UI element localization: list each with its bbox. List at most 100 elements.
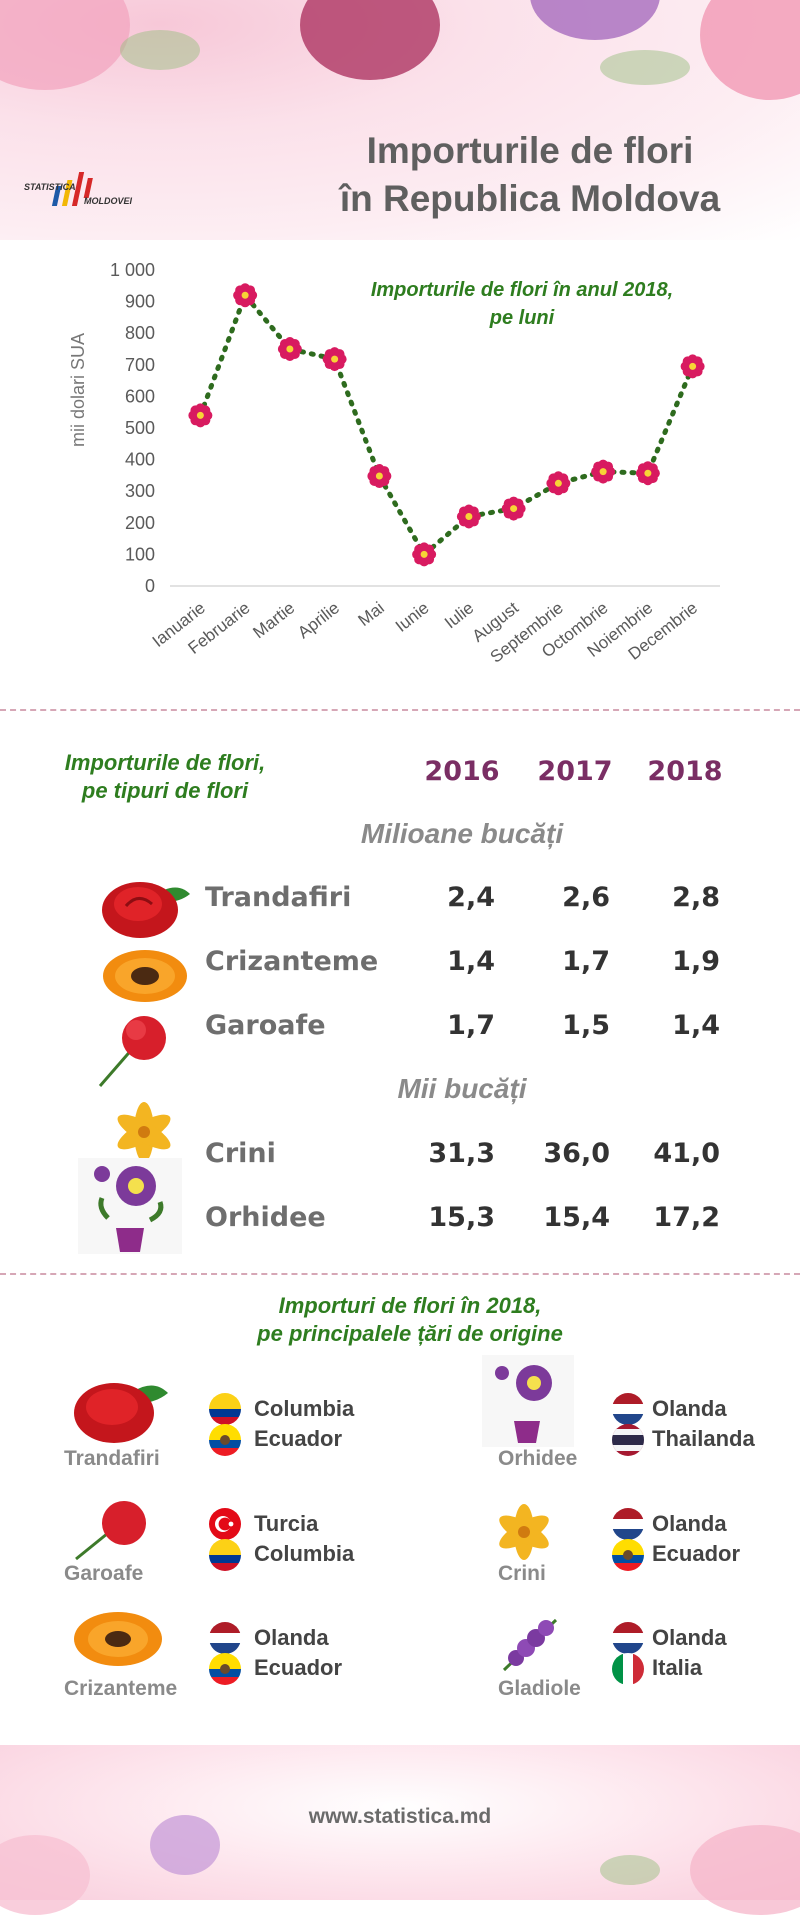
turkey-flag-icon	[209, 1508, 241, 1540]
flower-decoration	[530, 0, 660, 40]
flower-decoration	[700, 0, 800, 100]
monthly-imports-chart: Importurile de flori în anul 2018, pe lu…	[68, 260, 720, 667]
x-tick-label: Aprilie	[294, 598, 343, 642]
country-name: Olanda	[254, 1625, 329, 1650]
origins-title-line2: pe principalele țări de origine	[257, 1321, 563, 1346]
origin-flower-orhidee: Orhidee	[498, 1447, 578, 1470]
x-tick-label: Mai	[355, 598, 388, 630]
unit-thousand-pieces: Mii bucăți	[397, 1073, 527, 1104]
data-point	[680, 354, 705, 379]
data-point	[233, 283, 258, 308]
page-title-line2: în Republica Moldova	[339, 178, 721, 219]
flower-decoration	[150, 1815, 220, 1875]
origin-flower-gladiole: Gladiole	[498, 1677, 581, 1700]
types-title-line2: pe tipuri de flori	[81, 778, 249, 803]
value-cell: 15,4	[543, 1202, 610, 1233]
page-title-line1: Importurile de flori	[366, 130, 694, 171]
thailand-flag-icon	[612, 1424, 644, 1456]
chart-subtitle: pe luni	[489, 307, 555, 329]
section-divider	[0, 1273, 800, 1275]
country-name: Olanda	[652, 1511, 727, 1536]
origin-flower-crini: Crini	[498, 1562, 546, 1585]
row-name-garoafe: Garoafe	[205, 1010, 326, 1041]
country-name: Turcia	[254, 1511, 319, 1536]
value-cell: 1,7	[562, 946, 610, 977]
colombia-flag-icon	[209, 1393, 241, 1425]
country-name: Columbia	[254, 1541, 355, 1566]
value-cell: 41,0	[653, 1138, 720, 1169]
ecuador-flag-icon	[612, 1539, 644, 1571]
data-point	[546, 471, 571, 496]
y-axis-label: mii dolari SUA	[68, 333, 88, 447]
data-point	[188, 403, 213, 428]
country-name: Italia	[652, 1655, 703, 1680]
year-2018: 2018	[647, 756, 723, 787]
value-cell: 36,0	[543, 1138, 610, 1169]
value-cell: 2,6	[562, 882, 610, 913]
x-tick-label: Martie	[249, 598, 298, 642]
value-cell: 1,5	[562, 1010, 610, 1041]
netherlands-flag-icon	[209, 1622, 241, 1654]
y-tick-label: 800	[125, 323, 155, 343]
types-title-line1: Importurile de flori,	[64, 750, 266, 775]
value-cell: 1,4	[447, 946, 495, 977]
ecuador-flag-icon	[209, 1424, 241, 1456]
logo-text-line1: STATISTICA	[24, 182, 76, 192]
leaf-decoration	[120, 30, 200, 70]
website-link[interactable]: www.statistica.md	[308, 1805, 492, 1828]
value-cell: 1,4	[672, 1010, 720, 1041]
orchid-icon	[482, 1355, 574, 1447]
y-tick-label: 1 000	[110, 260, 155, 280]
value-cell: 2,8	[672, 882, 720, 913]
colombia-flag-icon	[209, 1539, 241, 1571]
logo-text-line2: MOLDOVEI	[84, 196, 133, 206]
data-point	[322, 347, 347, 372]
netherlands-flag-icon	[612, 1622, 644, 1654]
flower-decoration	[300, 0, 440, 80]
netherlands-flag-icon	[612, 1393, 644, 1425]
data-point	[635, 461, 660, 486]
x-tick-label: Iunie	[392, 598, 433, 636]
y-tick-label: 200	[125, 513, 155, 533]
country-name: Columbia	[254, 1396, 355, 1421]
value-cell: 1,9	[672, 946, 720, 977]
data-point	[501, 496, 526, 521]
country-name: Ecuador	[652, 1541, 741, 1566]
value-cell: 2,4	[447, 882, 495, 913]
row-name-crizanteme: Crizanteme	[205, 946, 379, 977]
rose-icon	[102, 882, 190, 938]
y-tick-label: 100	[125, 544, 155, 564]
y-tick-label: 900	[125, 292, 155, 312]
data-point	[412, 542, 437, 567]
country-name: Ecuador	[254, 1426, 343, 1451]
y-tick-label: 300	[125, 481, 155, 501]
value-cell: 31,3	[428, 1138, 495, 1169]
ecuador-flag-icon	[209, 1653, 241, 1685]
statistica-logo: STATISTICA MOLDOVEI	[22, 168, 152, 218]
section-divider	[0, 709, 800, 711]
country-name: Olanda	[652, 1625, 727, 1650]
flower-decoration	[0, 0, 130, 90]
country-name: Thailanda	[652, 1426, 755, 1451]
chart-title: Importurile de flori în anul 2018,	[371, 279, 673, 301]
orchid-icon	[78, 1158, 182, 1254]
country-name: Olanda	[652, 1396, 727, 1421]
row-name-trandafiri: Trandafiri	[205, 882, 352, 913]
logo-bars	[51, 172, 93, 206]
row-name-crini: Crini	[205, 1138, 276, 1169]
origin-flower-trandafiri: Trandafiri	[64, 1447, 160, 1470]
row-name-orhidee: Orhidee	[205, 1202, 326, 1233]
value-cell: 1,7	[447, 1010, 495, 1041]
carnation-icon	[75, 1501, 146, 1561]
carnation-icon	[98, 1016, 166, 1087]
year-2017: 2017	[537, 756, 613, 787]
y-tick-label: 700	[125, 355, 155, 375]
netherlands-flag-icon	[612, 1508, 644, 1540]
year-2016: 2016	[424, 756, 500, 787]
series-line	[197, 290, 696, 559]
y-tick-label: 400	[125, 450, 155, 470]
leaf-decoration	[600, 1855, 660, 1885]
chrysanthemum-icon	[103, 950, 187, 1002]
data-point	[367, 464, 392, 489]
y-tick-label: 600	[125, 386, 155, 406]
